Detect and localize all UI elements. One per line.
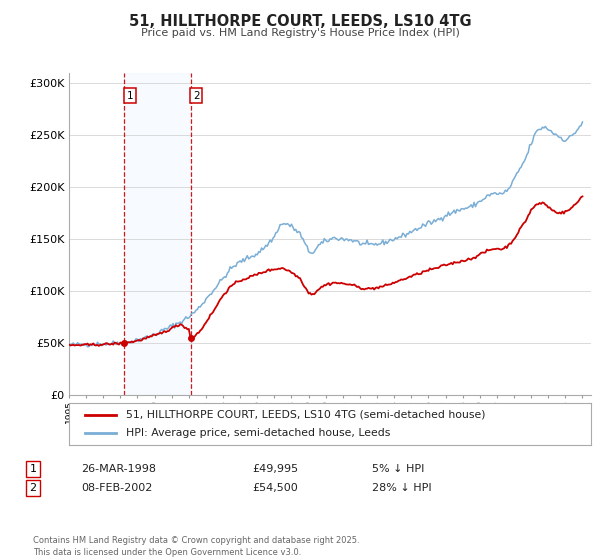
Text: 26-MAR-1998: 26-MAR-1998 [81,464,156,474]
Text: HPI: Average price, semi-detached house, Leeds: HPI: Average price, semi-detached house,… [127,428,391,438]
Text: £54,500: £54,500 [252,483,298,493]
Bar [124,73,191,395]
Text: £49,995: £49,995 [252,464,298,474]
Text: 51, HILLTHORPE COURT, LEEDS, LS10 4TG (semi-detached house): 51, HILLTHORPE COURT, LEEDS, LS10 4TG (s… [127,410,486,420]
Text: 51, HILLTHORPE COURT, LEEDS, LS10 4TG: 51, HILLTHORPE COURT, LEEDS, LS10 4TG [128,14,472,29]
Text: Price paid vs. HM Land Registry's House Price Index (HPI): Price paid vs. HM Land Registry's House … [140,28,460,38]
Text: Contains HM Land Registry data © Crown copyright and database right 2025.
This d: Contains HM Land Registry data © Crown c… [33,536,359,557]
Text: 08-FEB-2002: 08-FEB-2002 [81,483,152,493]
Text: 1: 1 [127,91,133,101]
Text: 28% ↓ HPI: 28% ↓ HPI [372,483,431,493]
Text: 2: 2 [193,91,200,101]
Text: 5% ↓ HPI: 5% ↓ HPI [372,464,424,474]
Text: 1: 1 [29,464,37,474]
Text: 2: 2 [29,483,37,493]
